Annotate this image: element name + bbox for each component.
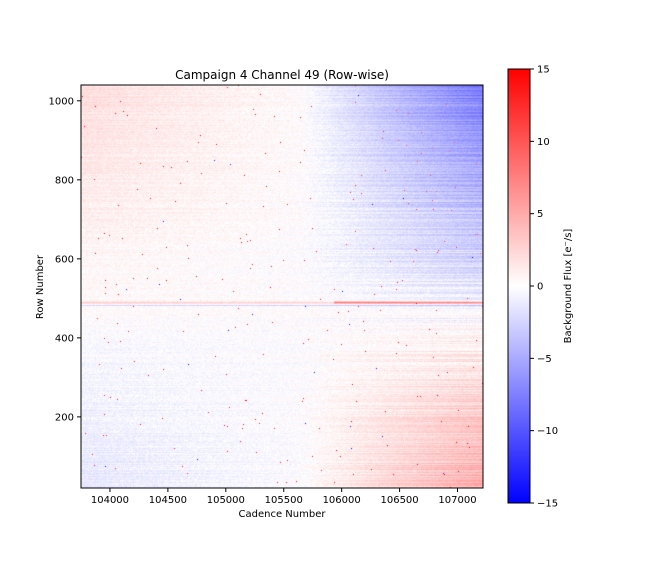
x-axis-ticks: 104000 104500 105000 105500 106000 106500 1070… — [91, 488, 477, 506]
x-tick-label: 106500 — [380, 495, 418, 506]
colorbar-tick-label: 10 — [537, 137, 550, 148]
x-tick-label: 106000 — [323, 495, 361, 506]
colorbar-tick-label: 0 — [537, 282, 543, 293]
x-tick-label: 105000 — [207, 495, 245, 506]
colorbar-tick-label: 5 — [537, 209, 543, 220]
y-axis-ticks: 200 400 600 800 1000 — [49, 96, 81, 423]
x-tick-label: 105500 — [265, 495, 303, 506]
colorbar-label: Background Flux [e⁻/s] — [563, 229, 574, 344]
y-axis-label: Row Number — [35, 254, 46, 319]
colorbar-tick-label: 15 — [537, 65, 550, 76]
x-tick-label: 107000 — [438, 495, 476, 506]
y-tick-label: 1000 — [49, 96, 74, 107]
plot-frame — [80, 84, 484, 489]
colorbar-ticks: −15 −10 −5 0 5 10 15 — [530, 65, 558, 510]
y-tick-label: 400 — [55, 333, 74, 344]
y-tick-label: 800 — [55, 175, 74, 186]
heatmap-image — [81, 85, 483, 488]
colorbar-tick-label: −10 — [537, 426, 558, 437]
x-axis-label: Cadence Number — [239, 509, 327, 520]
x-tick-label: 104000 — [91, 495, 129, 506]
colorbar — [507, 68, 531, 504]
y-tick-label: 600 — [55, 254, 74, 265]
colorbar-tick-label: −5 — [537, 354, 552, 365]
chart-title: Campaign 4 Channel 49 (Row-wise) — [175, 68, 389, 82]
x-tick-label: 104500 — [149, 495, 187, 506]
y-tick-label: 200 — [55, 412, 74, 423]
colorbar-tick-label: −15 — [537, 499, 558, 510]
heatmap-plot-area — [81, 85, 483, 488]
